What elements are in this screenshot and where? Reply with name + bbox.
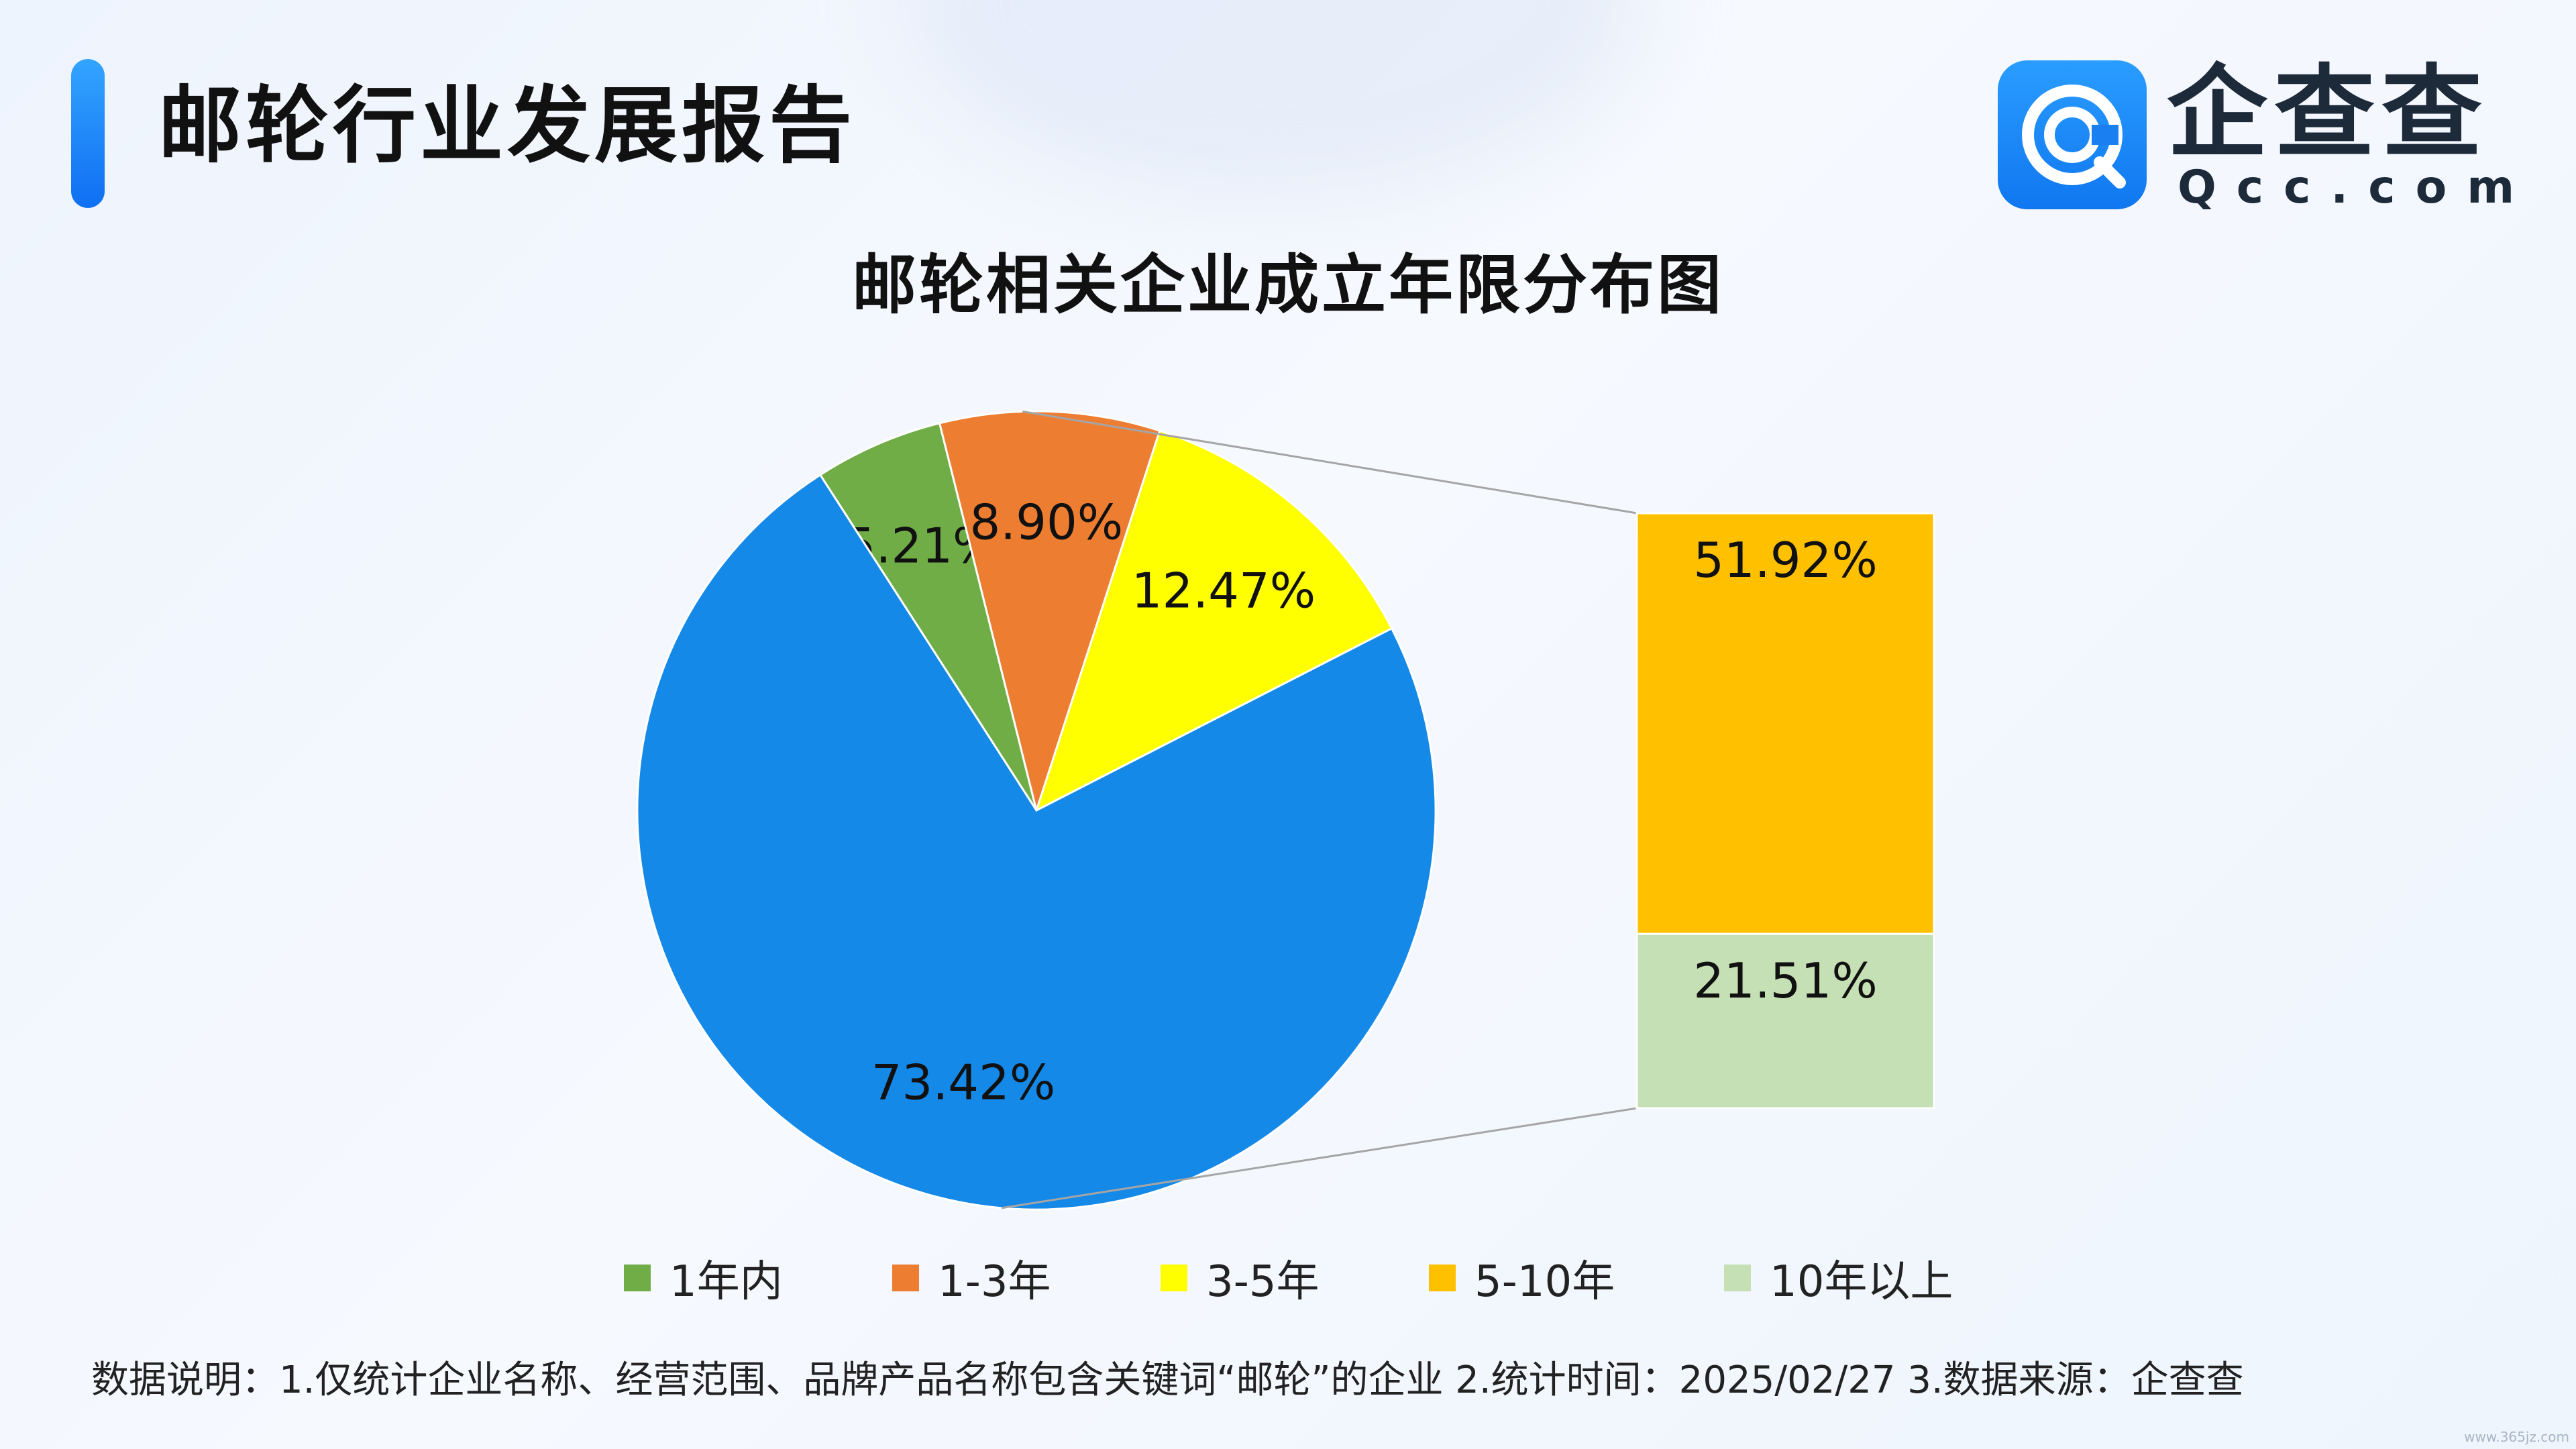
bar-segment bbox=[1635, 512, 1935, 935]
bar-data-label: 21.51% bbox=[1693, 953, 1878, 1009]
data-footnote: 数据说明：1.仅统计企业名称、经营范围、品牌产品名称包含关键词“邮轮”的企业 2… bbox=[91, 1358, 2244, 1402]
legend-swatch bbox=[1724, 1265, 1751, 1291]
pie-slice bbox=[938, 410, 1161, 814]
watermark: www.365jz.com bbox=[2464, 1429, 2569, 1445]
legend-label: 1年内 bbox=[669, 1257, 783, 1307]
legend-label: 10年以上 bbox=[1770, 1257, 1953, 1307]
legend-label: 1-3年 bbox=[938, 1257, 1051, 1307]
pie-slice bbox=[1034, 429, 1393, 812]
pie-slice bbox=[636, 473, 1437, 1211]
report-title: 邮轮行业发展报告 bbox=[158, 78, 857, 174]
legend-swatch bbox=[1429, 1265, 1456, 1291]
legend-item: 5-10年 bbox=[1429, 1248, 1615, 1308]
connector-line-bottom bbox=[1001, 1107, 1638, 1210]
bar-data-label: 51.92% bbox=[1693, 532, 1878, 588]
connector-line-top bbox=[1022, 410, 1638, 515]
pie-data-label: 8.90% bbox=[969, 494, 1123, 550]
legend-item: 3-5年 bbox=[1161, 1248, 1320, 1308]
chart-title: 邮轮相关企业成立年限分布图 bbox=[852, 248, 1724, 323]
legend-swatch bbox=[1161, 1265, 1187, 1291]
legend-swatch bbox=[624, 1265, 651, 1291]
pie-data-label: 12.47% bbox=[1132, 563, 1316, 619]
legend-item: 1-3年 bbox=[892, 1248, 1051, 1308]
pie-data-label: 73.42% bbox=[871, 1055, 1056, 1111]
legend-item: 10年以上 bbox=[1724, 1248, 1953, 1308]
legend-label: 3-5年 bbox=[1206, 1257, 1320, 1307]
bar-segment bbox=[1635, 932, 1935, 1110]
title-accent-bar bbox=[71, 59, 105, 208]
logo-text-cn: 企查查 bbox=[2167, 55, 2489, 172]
qcc-logo: 企查查 Qcc.com bbox=[1998, 56, 2514, 214]
legend-swatch bbox=[892, 1265, 919, 1291]
legend-item: 1年内 bbox=[624, 1248, 783, 1308]
logo-text-en: Qcc.com bbox=[2178, 161, 2535, 214]
qcc-logo-icon bbox=[1998, 60, 2147, 209]
pie-slice bbox=[818, 421, 1038, 811]
legend-label: 5-10年 bbox=[1474, 1257, 1615, 1307]
